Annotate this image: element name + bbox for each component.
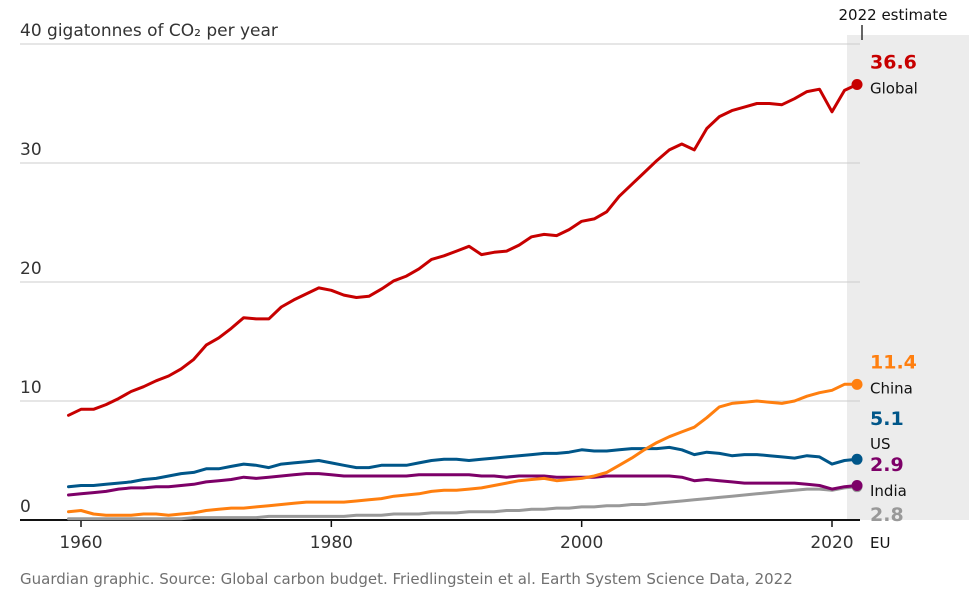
series-end-dot-india — [851, 479, 863, 491]
series-end-labels: 36.6 Global 11.4 China 5.1 US2.9 India 2.8 EU — [870, 51, 918, 552]
x-tick-label: 2020 — [810, 533, 853, 553]
series-end-name-india: India — [870, 482, 907, 500]
series-end-value-india: 2.9 — [870, 454, 904, 476]
x-tick-label: 2000 — [560, 533, 603, 553]
series-line-eu — [67, 485, 859, 521]
estimate-band-label: 2022 estimate — [839, 6, 948, 24]
series-end-dot-china — [851, 378, 863, 390]
y-tick-label: 10 — [20, 378, 42, 398]
co2-emissions-chart: 2022 estimate 40 gigatonnes of CO₂ per y… — [20, 6, 969, 553]
series-end-value-us: 5.1 — [870, 408, 904, 430]
y-tick-label: 0 — [20, 497, 31, 517]
series-end-dot-us — [851, 453, 863, 465]
series-end-value-china: 11.4 — [870, 351, 917, 373]
source-note: Guardian graphic. Source: Global carbon … — [20, 570, 793, 588]
series-lines — [67, 78, 863, 521]
series-line-india — [67, 472, 859, 497]
series-end-name-china: China — [870, 379, 913, 397]
y-tick-label: 20 — [20, 259, 42, 279]
y-tick-label: 40 gigatonnes of CO₂ per year — [20, 21, 278, 41]
series-end-value-eu: 2.8 — [870, 504, 904, 526]
series-end-name-us: US — [870, 435, 891, 453]
series-end-value-global: 36.6 — [870, 51, 917, 73]
series-end-name-global: Global — [870, 79, 918, 97]
series-line-global — [67, 83, 859, 417]
x-axis-ticks: 1960 1980 2000 2020 — [59, 520, 854, 553]
series-line-china — [67, 382, 859, 517]
estimate-band — [847, 35, 969, 520]
x-tick-label: 1960 — [59, 533, 102, 553]
gridlines — [20, 43, 860, 402]
y-axis-ticks: 40 gigatonnes of CO₂ per year 30 20 10 0 — [20, 21, 278, 517]
series-end-name-eu: EU — [870, 534, 890, 552]
x-tick-label: 1980 — [310, 533, 353, 553]
series-end-dot-global — [851, 78, 863, 90]
y-tick-label: 30 — [20, 140, 42, 160]
series-line-us — [67, 445, 859, 489]
